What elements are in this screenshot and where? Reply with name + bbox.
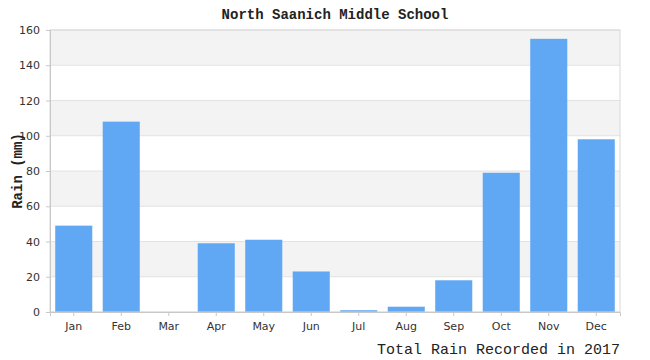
- y-tick-label: 120: [19, 95, 40, 108]
- plot-background: [50, 30, 620, 312]
- bar: [388, 307, 425, 312]
- x-tick-label: Mar: [158, 320, 179, 333]
- x-tick: Nov: [538, 312, 560, 333]
- x-tick: Jul: [351, 312, 365, 333]
- plot-frame: [50, 30, 620, 312]
- x-tick: Sep: [443, 312, 464, 333]
- x-tick-mark: [453, 312, 454, 316]
- y-tick-mark: [46, 312, 50, 313]
- y-tick-mark: [46, 30, 50, 31]
- x-tick: Feb: [112, 312, 131, 333]
- bar: [435, 280, 472, 312]
- bar: [293, 271, 330, 312]
- x-tick-mark: [596, 312, 597, 316]
- x-tick-mark: [311, 312, 312, 316]
- y-tick: 20: [26, 271, 50, 284]
- y-tick-mark: [46, 65, 50, 66]
- x-tick-label: Dec: [586, 320, 607, 333]
- x-tick: Oct: [492, 312, 512, 333]
- y-tick: 120: [19, 95, 50, 108]
- x-tick-label: Nov: [538, 320, 560, 333]
- bar: [55, 226, 92, 312]
- y-tick: 140: [19, 59, 50, 72]
- x-tick-mark: [358, 312, 359, 316]
- x-tick: Dec: [586, 312, 607, 333]
- grid: [50, 30, 620, 312]
- x-tick-label: Jan: [64, 320, 82, 333]
- y-axis-line: [46, 31, 51, 313]
- y-tick: 0: [33, 306, 50, 319]
- x-tick-label: Jun: [302, 320, 320, 333]
- bar: [530, 39, 567, 312]
- y-tick: 80: [26, 165, 50, 178]
- x-tick: Jan: [64, 312, 82, 333]
- x-tick-label: Sep: [443, 320, 464, 333]
- x-tick-label: Aug: [396, 320, 417, 333]
- x-tick-label: Jul: [351, 320, 365, 333]
- y-tick-label: 40: [26, 236, 40, 249]
- y-tick-label: 0: [33, 306, 40, 319]
- x-axis-line: [51, 313, 621, 317]
- x-tick-mark: [548, 312, 549, 316]
- y-tick-label: 20: [26, 271, 40, 284]
- y-tick-label: 60: [26, 200, 40, 213]
- x-tick-mark: [406, 312, 407, 316]
- y-tick-label: 80: [26, 165, 40, 178]
- plot: 020406080100120140160JanFebMarAprMayJunJ…: [19, 24, 621, 333]
- y-tick-label: 160: [19, 24, 40, 37]
- bar: [198, 243, 235, 312]
- y-tick: 40: [26, 236, 50, 249]
- bars: [55, 39, 615, 312]
- y-tick: 160: [19, 24, 50, 37]
- x-tick-label: May: [252, 320, 275, 333]
- x-tick-mark: [501, 312, 502, 316]
- x-tick-mark: [216, 312, 217, 316]
- x-tick: Mar: [158, 312, 179, 333]
- bar: [245, 240, 282, 312]
- x-tick-label: Feb: [112, 320, 131, 333]
- chart: 020406080100120140160JanFebMarAprMayJunJ…: [0, 0, 650, 360]
- x-axis-title: Total Rain Recorded in 2017: [377, 342, 620, 359]
- y-tick-mark: [46, 136, 50, 137]
- x-tick-mark: [73, 312, 74, 316]
- x-tick-mark: [168, 312, 169, 316]
- y-tick-label: 140: [19, 59, 40, 72]
- x-tick-mark: [121, 312, 122, 316]
- x-axis: Jan Feb Mar Apr May Jun Jul Aug Sep Oct Nov Dec: [51, 312, 621, 333]
- bar: [578, 139, 615, 312]
- x-tick-label: Oct: [492, 320, 512, 333]
- y-tick: 60: [26, 200, 50, 213]
- x-tick: Jun: [302, 312, 320, 333]
- x-tick-label: Apr: [207, 320, 227, 333]
- y-tick-mark: [46, 101, 50, 102]
- bar: [483, 173, 520, 312]
- y-tick-mark: [46, 171, 50, 172]
- bar: [103, 122, 140, 312]
- x-tick: May: [252, 312, 275, 333]
- x-tick-mark: [263, 312, 264, 316]
- y-tick-mark: [46, 277, 50, 278]
- y-tick-mark: [46, 242, 50, 243]
- y-axis-title: Rain (mm): [10, 133, 26, 209]
- title: North Saanich Middle School: [222, 7, 449, 23]
- x-tick: Aug: [396, 312, 417, 333]
- y-tick-mark: [46, 206, 50, 207]
- x-tick: Apr: [207, 312, 227, 333]
